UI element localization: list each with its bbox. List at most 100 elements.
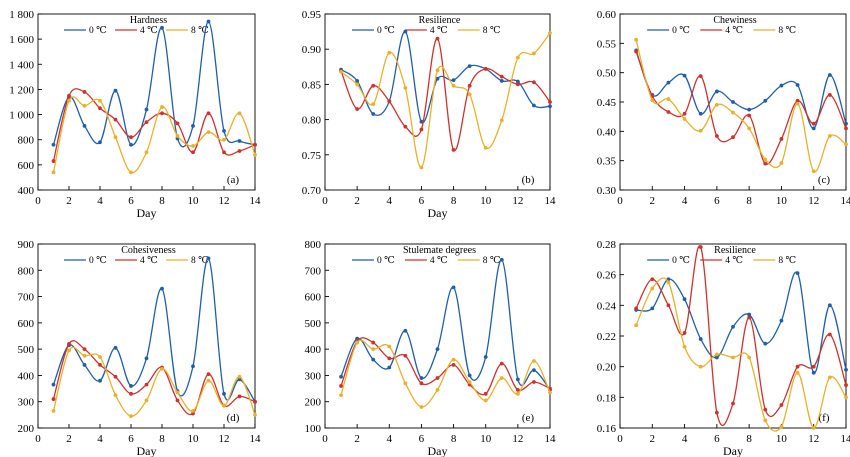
y-tick-label: 0.55 <box>597 38 617 50</box>
data-point <box>98 98 102 103</box>
data-point <box>532 80 536 85</box>
data-point <box>811 370 816 375</box>
data-point <box>355 78 360 83</box>
series-line-1 <box>340 30 551 124</box>
x-tick-label: 6 <box>419 195 425 207</box>
data-point <box>682 111 687 116</box>
x-axis-title: Day <box>137 444 157 457</box>
legend-label: 4 ℃ <box>430 256 448 266</box>
data-point <box>222 403 226 408</box>
data-point <box>144 120 149 125</box>
series-line-3 <box>635 39 847 173</box>
y-tick-label: 0.50 <box>597 68 617 80</box>
data-point <box>811 121 816 126</box>
panel-letter: (a) <box>227 174 240 186</box>
legend-label: 8 ℃ <box>778 26 796 36</box>
data-point <box>811 169 816 174</box>
data-point <box>191 150 195 155</box>
data-point <box>811 426 816 430</box>
y-tick-label: 0.16 <box>597 423 617 435</box>
data-point <box>129 170 133 175</box>
data-point <box>666 280 671 285</box>
data-point <box>451 285 456 290</box>
data-point <box>532 51 536 56</box>
data-point <box>237 394 242 399</box>
panel-letter: (c) <box>818 174 831 186</box>
data-point <box>698 74 703 79</box>
data-point <box>779 318 784 323</box>
data-point <box>763 341 768 346</box>
data-point <box>650 306 655 311</box>
data-point <box>779 403 784 407</box>
data-point <box>371 340 376 345</box>
x-tick-label: 0 <box>322 195 328 207</box>
legend-label: 4 ℃ <box>430 26 448 36</box>
data-point <box>355 340 360 345</box>
data-point <box>698 364 703 369</box>
data-point <box>371 357 376 362</box>
data-point <box>451 83 456 88</box>
x-tick-label: 2 <box>354 433 360 445</box>
data-point <box>419 376 424 380</box>
data-point <box>515 79 520 84</box>
legend-label: 4 ℃ <box>140 256 158 266</box>
y-tick-label: 0.20 <box>597 362 617 374</box>
data-point <box>51 170 56 175</box>
data-point <box>387 344 392 349</box>
data-point <box>355 107 360 111</box>
data-point <box>532 380 536 384</box>
y-tick-label: 0.95 <box>302 9 322 21</box>
y-tick-label: 800 <box>305 239 322 251</box>
data-point <box>731 401 735 406</box>
data-point <box>206 19 211 24</box>
data-point <box>129 135 133 140</box>
y-tick-label: 400 <box>305 344 322 356</box>
x-tick-label: 14 <box>841 433 850 445</box>
data-point <box>650 286 655 291</box>
data-point <box>682 297 687 302</box>
data-point <box>403 124 408 129</box>
data-point <box>237 111 242 116</box>
data-point <box>548 31 552 35</box>
data-point <box>515 55 520 60</box>
data-point <box>714 89 719 94</box>
x-tick-label: 8 <box>451 195 457 207</box>
x-tick-label: 10 <box>480 195 492 207</box>
data-point <box>467 373 472 378</box>
series-line-1 <box>635 50 847 130</box>
data-point <box>175 134 180 138</box>
data-point <box>795 83 800 87</box>
series-line-3 <box>340 32 551 169</box>
data-point <box>682 331 687 335</box>
data-point <box>419 119 424 124</box>
data-point <box>419 127 424 132</box>
data-point <box>387 50 392 55</box>
data-point <box>682 344 687 349</box>
data-point <box>51 382 56 387</box>
x-tick-label: 12 <box>808 195 819 207</box>
data-point <box>779 161 784 165</box>
data-point <box>82 363 87 367</box>
data-point <box>483 355 488 359</box>
legend-label: 8 ℃ <box>778 256 796 266</box>
data-point <box>67 93 71 98</box>
data-point <box>795 370 800 375</box>
y-tick-label: 0.40 <box>597 126 617 138</box>
data-point <box>451 78 456 83</box>
y-tick-label: 800 <box>18 265 35 277</box>
x-tick-label: 4 <box>97 195 103 207</box>
data-point <box>515 387 520 392</box>
data-point <box>371 102 376 107</box>
data-point <box>222 391 226 396</box>
y-tick-label: 0.30 <box>597 185 617 197</box>
data-point <box>403 328 408 333</box>
data-point <box>731 324 735 329</box>
data-point <box>532 359 536 363</box>
legend-label: 4 ℃ <box>725 26 743 36</box>
x-tick-label: 12 <box>512 195 523 207</box>
data-point <box>714 355 719 360</box>
data-point <box>827 332 832 337</box>
plot-frame <box>619 243 847 429</box>
y-tick-label: 500 <box>305 318 322 330</box>
x-tick-label: 4 <box>682 195 688 207</box>
